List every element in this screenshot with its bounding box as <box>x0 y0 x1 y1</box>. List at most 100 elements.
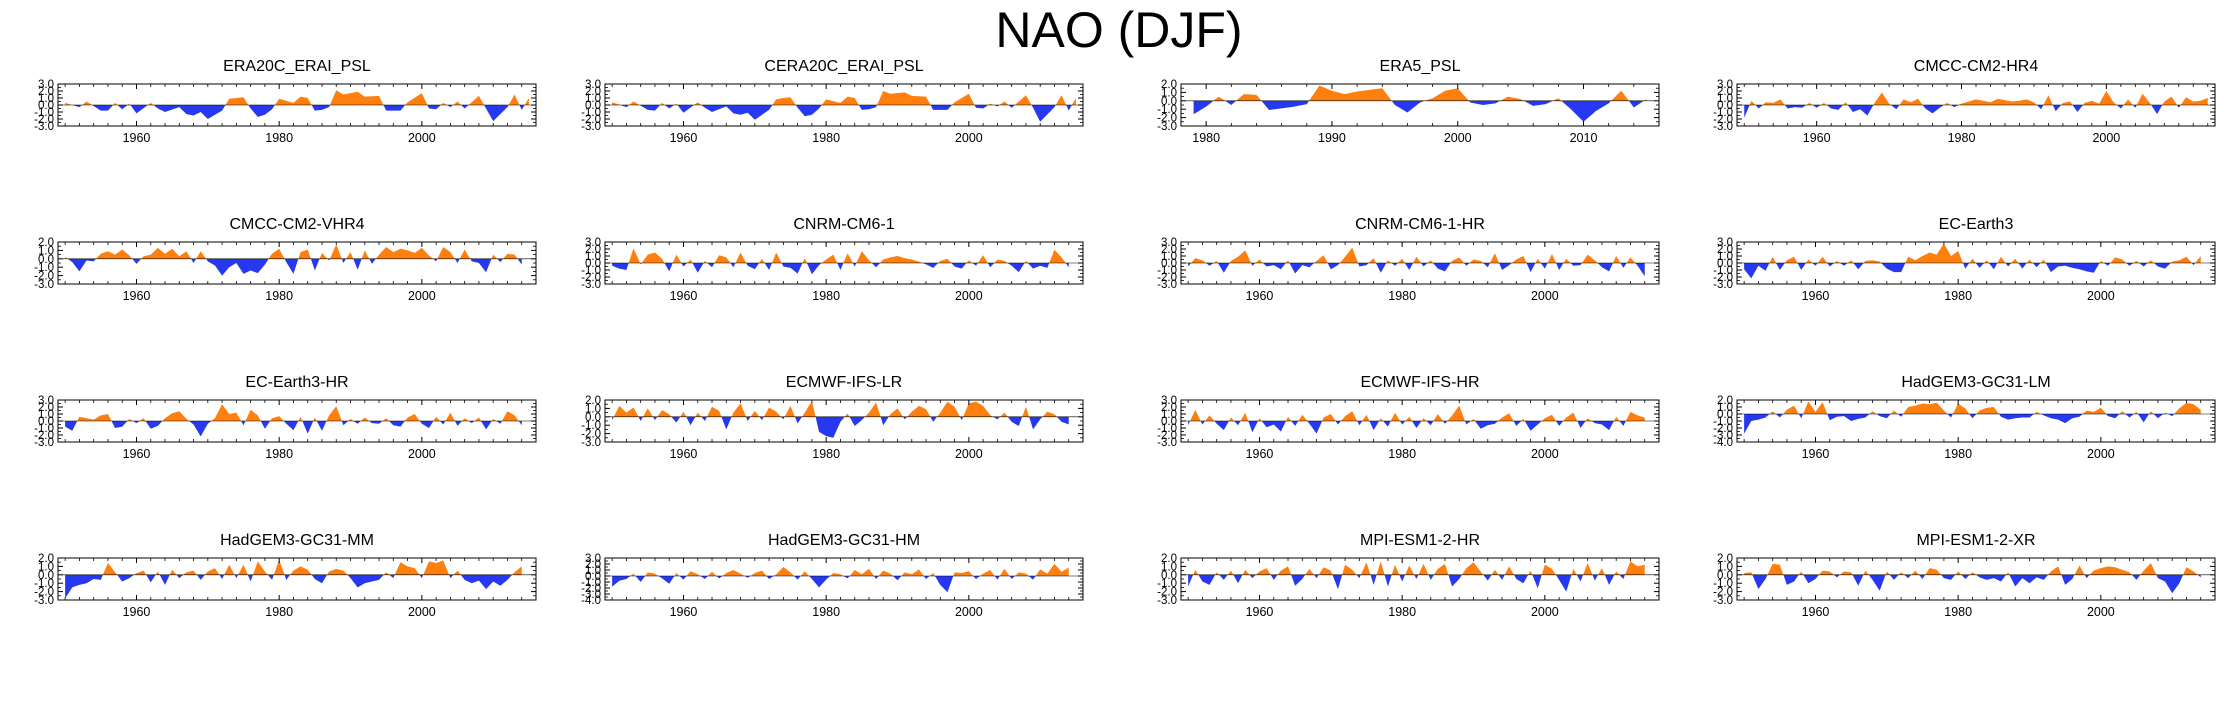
positive-anomaly-area <box>612 248 1069 263</box>
x-tick-label: 2000 <box>408 289 436 303</box>
positive-anomaly-area <box>1188 247 1645 263</box>
positive-anomaly-area <box>102 559 522 575</box>
panel-title: MPI-ESM1-2-XR <box>1916 532 2035 549</box>
x-tick-label: 2000 <box>408 447 436 461</box>
y-tick-label: 0.0 <box>585 412 601 424</box>
chart-panel: 2.01.00.0-1.0-2.0-3.0 1960 1980 2000 CMCC-CM… <box>34 216 537 303</box>
positive-anomaly-area <box>1744 243 2201 263</box>
y-tick-label: -3.0 <box>1713 430 1733 442</box>
x-tick-label: 2000 <box>955 447 983 461</box>
y-tick-label: -2.0 <box>34 114 54 126</box>
y-tick-label: 3.0 <box>1161 395 1177 407</box>
y-tick-label: 3.0 <box>585 553 601 565</box>
y-tick-label: 1.0 <box>1161 561 1177 573</box>
y-tick-label: -2.0 <box>581 272 601 284</box>
y-tick-label: 2.0 <box>1161 79 1177 91</box>
y-tick-label: 1.0 <box>1161 251 1177 263</box>
y-tick-label: -3.0 <box>1157 437 1177 449</box>
y-tick-label: 2.0 <box>1161 244 1177 256</box>
negative-anomaly-area <box>65 105 529 122</box>
panel-title: EC-Earth3 <box>1939 216 2014 233</box>
x-tick-label: 1960 <box>670 131 698 145</box>
panel-title: ERA20C_ERAI_PSL <box>223 58 371 75</box>
y-tick-label: -2.0 <box>1157 430 1177 442</box>
panel-title: CNRM-CM6-1-HR <box>1355 216 1485 233</box>
y-tick-label: 3.0 <box>1161 237 1177 249</box>
y-tick-label: 2.0 <box>1161 402 1177 414</box>
y-tick-label: -2.0 <box>1713 114 1733 126</box>
x-tick-label: 1960 <box>123 131 151 145</box>
y-tick-label: 3.0 <box>585 79 601 91</box>
x-tick-label: 1980 <box>1388 605 1416 619</box>
y-tick-label: -3.0 <box>1157 279 1177 291</box>
chart-panel: 3.02.01.00.0-1.0-2.0-3.0 1960 1980 2000 CNRM… <box>581 216 1084 303</box>
chart-panel: 3.02.01.00.0-1.0-2.0-3.0 1960 1980 2000 ERA2… <box>34 58 537 145</box>
panel-title: ECMWF-IFS-HR <box>1360 374 1479 391</box>
y-tick-label: 2.0 <box>1717 553 1733 565</box>
y-tick-label: -2.0 <box>581 114 601 126</box>
y-tick-label: -2.0 <box>34 430 54 442</box>
y-tick-label: 2.0 <box>585 86 601 98</box>
y-tick-label: 1.0 <box>585 403 601 415</box>
chart-panel: 2.01.00.0-1.0-2.0-3.0-4.0 1960 1980 2000 Had… <box>1713 374 2216 461</box>
y-tick-label: 0.0 <box>1717 100 1733 112</box>
y-tick-label: -3.0 <box>1713 279 1733 291</box>
y-tick-label: 1.0 <box>38 561 54 573</box>
x-tick-label: 2000 <box>2092 131 2120 145</box>
y-tick-label: -1.0 <box>581 420 601 432</box>
y-tick-label: 3.0 <box>1717 237 1733 249</box>
negative-anomaly-area <box>612 576 1069 593</box>
positive-anomaly-area <box>1744 563 2198 575</box>
negative-anomaly-area <box>1188 421 1645 434</box>
y-tick-label: -1.0 <box>1713 578 1733 590</box>
x-tick-label: 1980 <box>812 289 840 303</box>
y-tick-label: -1.0 <box>34 423 54 435</box>
y-tick-label: 1.0 <box>585 93 601 105</box>
y-tick-label: 0.0 <box>1161 416 1177 428</box>
y-tick-label: -1.0 <box>34 262 54 274</box>
y-tick-label: 0.0 <box>1161 258 1177 270</box>
negative-anomaly-area <box>1744 263 2201 279</box>
negative-anomaly-area <box>1744 574 2201 594</box>
y-tick-label: -1.0 <box>581 265 601 277</box>
x-tick-label: 1980 <box>1388 447 1416 461</box>
y-tick-label: 0.0 <box>38 416 54 428</box>
panel-title: EC-Earth3-HR <box>245 374 348 391</box>
negative-anomaly-area <box>1744 105 2208 118</box>
y-tick-label: 2.0 <box>585 559 601 571</box>
y-tick-label: 0.0 <box>1717 409 1733 421</box>
y-tick-label: 1.0 <box>585 251 601 263</box>
y-tick-label: 2.0 <box>1717 244 1733 256</box>
y-tick-label: -3.0 <box>34 121 54 133</box>
positive-anomaly-area <box>613 400 1057 417</box>
positive-anomaly-area <box>1213 85 1647 101</box>
positive-anomaly-area <box>1744 401 2201 414</box>
x-tick-label: 2000 <box>955 289 983 303</box>
y-tick-label: 0.0 <box>1161 96 1177 108</box>
x-tick-label: 1960 <box>1246 447 1274 461</box>
x-tick-label: 2000 <box>408 131 436 145</box>
y-tick-label: 1.0 <box>1161 409 1177 421</box>
negative-anomaly-area <box>65 574 522 599</box>
y-tick-label: -2.0 <box>581 429 601 441</box>
panel-title: ERA5_PSL <box>1380 58 1461 75</box>
x-tick-label: 1980 <box>1388 289 1416 303</box>
x-tick-label: 2000 <box>2087 605 2115 619</box>
x-tick-label: 1990 <box>1318 131 1346 145</box>
y-tick-label: -3.0 <box>34 437 54 449</box>
y-tick-label: -1.0 <box>34 107 54 119</box>
y-tick-label: 2.0 <box>585 395 601 407</box>
chart-panel: 3.02.01.00.0-1.0-2.0-3.0 1960 1980 2000 CMCC… <box>1713 58 2216 145</box>
y-tick-label: -2.0 <box>1713 272 1733 284</box>
panel-title: CNRM-CM6-1 <box>793 216 894 233</box>
y-tick-label: -3.0 <box>581 279 601 291</box>
y-tick-label: 1.0 <box>1717 251 1733 263</box>
x-tick-label: 1960 <box>123 605 151 619</box>
chart-panel: 3.02.01.00.0-1.0-2.0-3.0 1960 1980 2000 ECMW… <box>1157 374 1660 461</box>
y-tick-label: -4.0 <box>581 595 601 607</box>
y-tick-label: 0.0 <box>1161 570 1177 582</box>
x-tick-label: 1980 <box>265 131 293 145</box>
y-tick-label: -3.0 <box>581 437 601 449</box>
chart-panel: 2.01.00.0-1.0-2.0-3.0 1980 1990 2000 2010 ERA… <box>1157 58 1660 145</box>
